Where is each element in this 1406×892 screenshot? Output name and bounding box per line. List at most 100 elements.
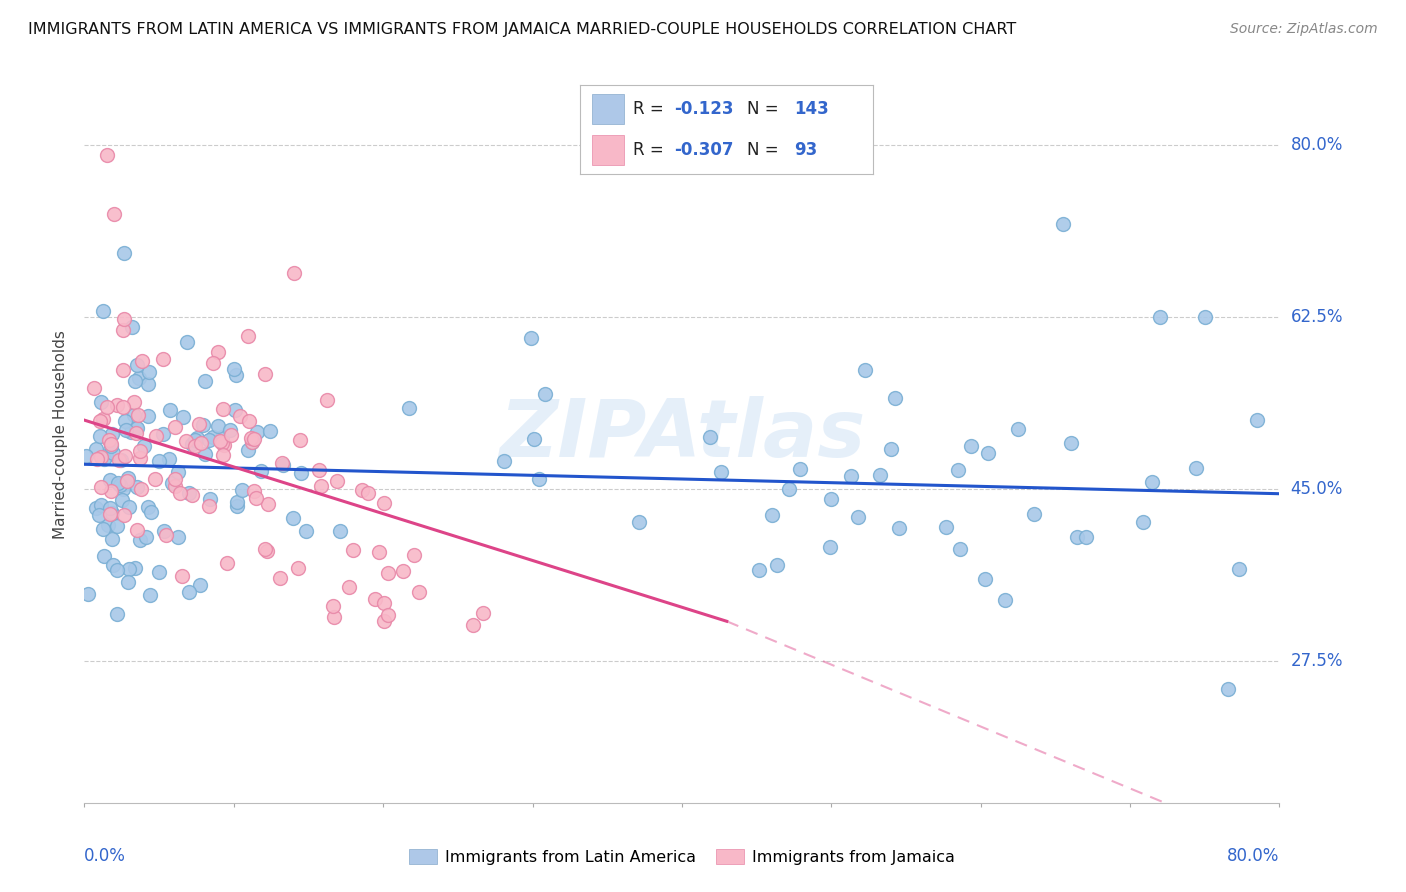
Point	[148, 565, 170, 579]
Point	[100, 483, 122, 498]
Point	[124, 394, 146, 409]
Point	[166, 530, 188, 544]
Point	[219, 423, 242, 437]
Point	[89, 414, 111, 428]
Point	[169, 485, 191, 500]
Point	[76, 587, 98, 601]
Point	[710, 465, 733, 479]
Y-axis label: Married-couple Households: Married-couple Households	[53, 330, 69, 540]
Point	[256, 544, 278, 558]
Point	[211, 430, 233, 444]
Point	[1052, 217, 1074, 231]
Point	[100, 473, 122, 487]
Point	[139, 588, 162, 602]
Point	[184, 439, 207, 453]
Point	[236, 443, 259, 458]
Point	[287, 560, 309, 574]
Point	[853, 362, 876, 376]
Point	[373, 614, 395, 628]
Point	[188, 577, 211, 591]
Point	[308, 463, 330, 477]
Point	[820, 491, 842, 506]
Point	[105, 607, 128, 621]
Point	[176, 335, 198, 350]
Point	[269, 571, 291, 585]
Point	[224, 403, 246, 417]
Point	[87, 508, 110, 523]
Point	[98, 507, 121, 521]
Point	[96, 400, 118, 414]
Point	[246, 425, 269, 439]
Point	[880, 442, 903, 456]
Point	[101, 446, 124, 460]
Point	[105, 564, 128, 578]
Point	[111, 400, 134, 414]
Point	[197, 433, 219, 447]
Point	[125, 421, 148, 435]
Point	[110, 492, 132, 507]
Point	[162, 475, 184, 490]
Point	[111, 323, 134, 337]
Point	[627, 515, 650, 529]
Point	[138, 365, 160, 379]
Point	[846, 509, 869, 524]
Point	[225, 368, 247, 383]
Point	[311, 479, 333, 493]
Point	[392, 564, 415, 578]
Point	[377, 566, 399, 581]
Point	[256, 497, 278, 511]
Text: IMMIGRANTS FROM LATIN AMERICA VS IMMIGRANTS FROM JAMAICA MARRIED-COUPLE HOUSEHOL: IMMIGRANTS FROM LATIN AMERICA VS IMMIGRA…	[28, 22, 1017, 37]
Point	[243, 432, 266, 446]
Point	[91, 522, 114, 536]
Point	[194, 374, 217, 388]
Point	[90, 395, 112, 409]
Point	[869, 468, 891, 483]
Point	[167, 465, 190, 479]
Point	[103, 207, 125, 221]
Point	[1216, 682, 1239, 697]
Point	[193, 418, 215, 433]
Point	[201, 430, 224, 444]
Point	[534, 387, 557, 401]
Point	[129, 451, 152, 466]
Point	[98, 433, 121, 447]
Point	[107, 475, 129, 490]
Point	[198, 499, 221, 513]
Point	[135, 530, 157, 544]
Point	[112, 311, 135, 326]
Point	[994, 592, 1017, 607]
Point	[368, 545, 391, 559]
Point	[136, 376, 159, 391]
Point	[152, 351, 174, 366]
Point	[290, 433, 312, 447]
Point	[136, 500, 159, 514]
Point	[231, 483, 253, 498]
Point	[159, 402, 181, 417]
Point	[225, 499, 247, 513]
Point	[112, 363, 135, 377]
Point	[83, 381, 105, 395]
Point	[125, 421, 148, 435]
Point	[253, 367, 276, 381]
Point	[1185, 460, 1208, 475]
Point	[186, 431, 208, 445]
Point	[134, 439, 156, 453]
Point	[100, 532, 122, 546]
Point	[295, 524, 318, 538]
Text: 27.5%: 27.5%	[1291, 651, 1343, 670]
Point	[290, 467, 312, 481]
Point	[960, 439, 983, 453]
Point	[212, 437, 235, 451]
Point	[194, 447, 217, 461]
Text: 45.0%: 45.0%	[1291, 480, 1343, 498]
Point	[117, 575, 139, 590]
Point	[761, 508, 783, 522]
Point	[152, 426, 174, 441]
Text: 62.5%: 62.5%	[1291, 308, 1343, 326]
Point	[883, 391, 905, 405]
Point	[492, 454, 515, 468]
Point	[91, 304, 114, 318]
Point	[177, 486, 200, 500]
Point	[240, 434, 263, 449]
Point	[699, 430, 721, 444]
